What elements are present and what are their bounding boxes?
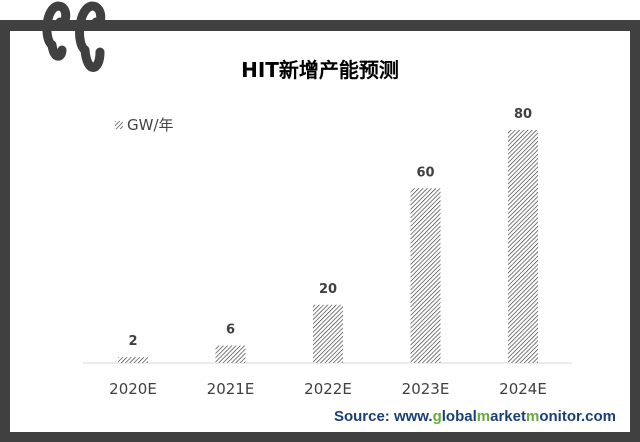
bar-2020E	[118, 357, 148, 363]
source-part: lobal	[441, 408, 477, 425]
source-part: g	[432, 408, 442, 425]
data-label: 60	[416, 165, 434, 180]
x-tick-label: 2020E	[109, 380, 157, 398]
bar-2023E	[410, 188, 441, 363]
data-label: 20	[319, 282, 337, 297]
x-tick-label: 2023E	[402, 380, 450, 398]
source-text: Source: www.globalmarketmonitor.com	[334, 408, 616, 425]
legend-label: GW/年	[127, 116, 174, 134]
source-part: m	[525, 408, 540, 425]
legend-swatch	[115, 120, 123, 129]
bar-2024E	[508, 130, 538, 363]
data-label: 80	[514, 107, 532, 122]
x-tick-label: 2021E	[207, 380, 255, 398]
chart-title: HIT新增产能预测	[241, 58, 399, 82]
source-part: Source: www.	[333, 408, 433, 425]
source-part: m	[476, 408, 491, 425]
legend: GW/年	[115, 114, 174, 135]
bar-2021E	[215, 345, 246, 363]
bar-2022E	[313, 304, 343, 363]
x-tick-label: 2022E	[304, 380, 352, 398]
x-tick-label: 2024E	[499, 380, 547, 398]
data-label: 2	[128, 334, 137, 349]
data-label: 6	[226, 323, 235, 338]
logo-icon	[42, 1, 106, 72]
source-part: arket	[490, 408, 526, 425]
source-part: onitor.com	[539, 408, 616, 425]
